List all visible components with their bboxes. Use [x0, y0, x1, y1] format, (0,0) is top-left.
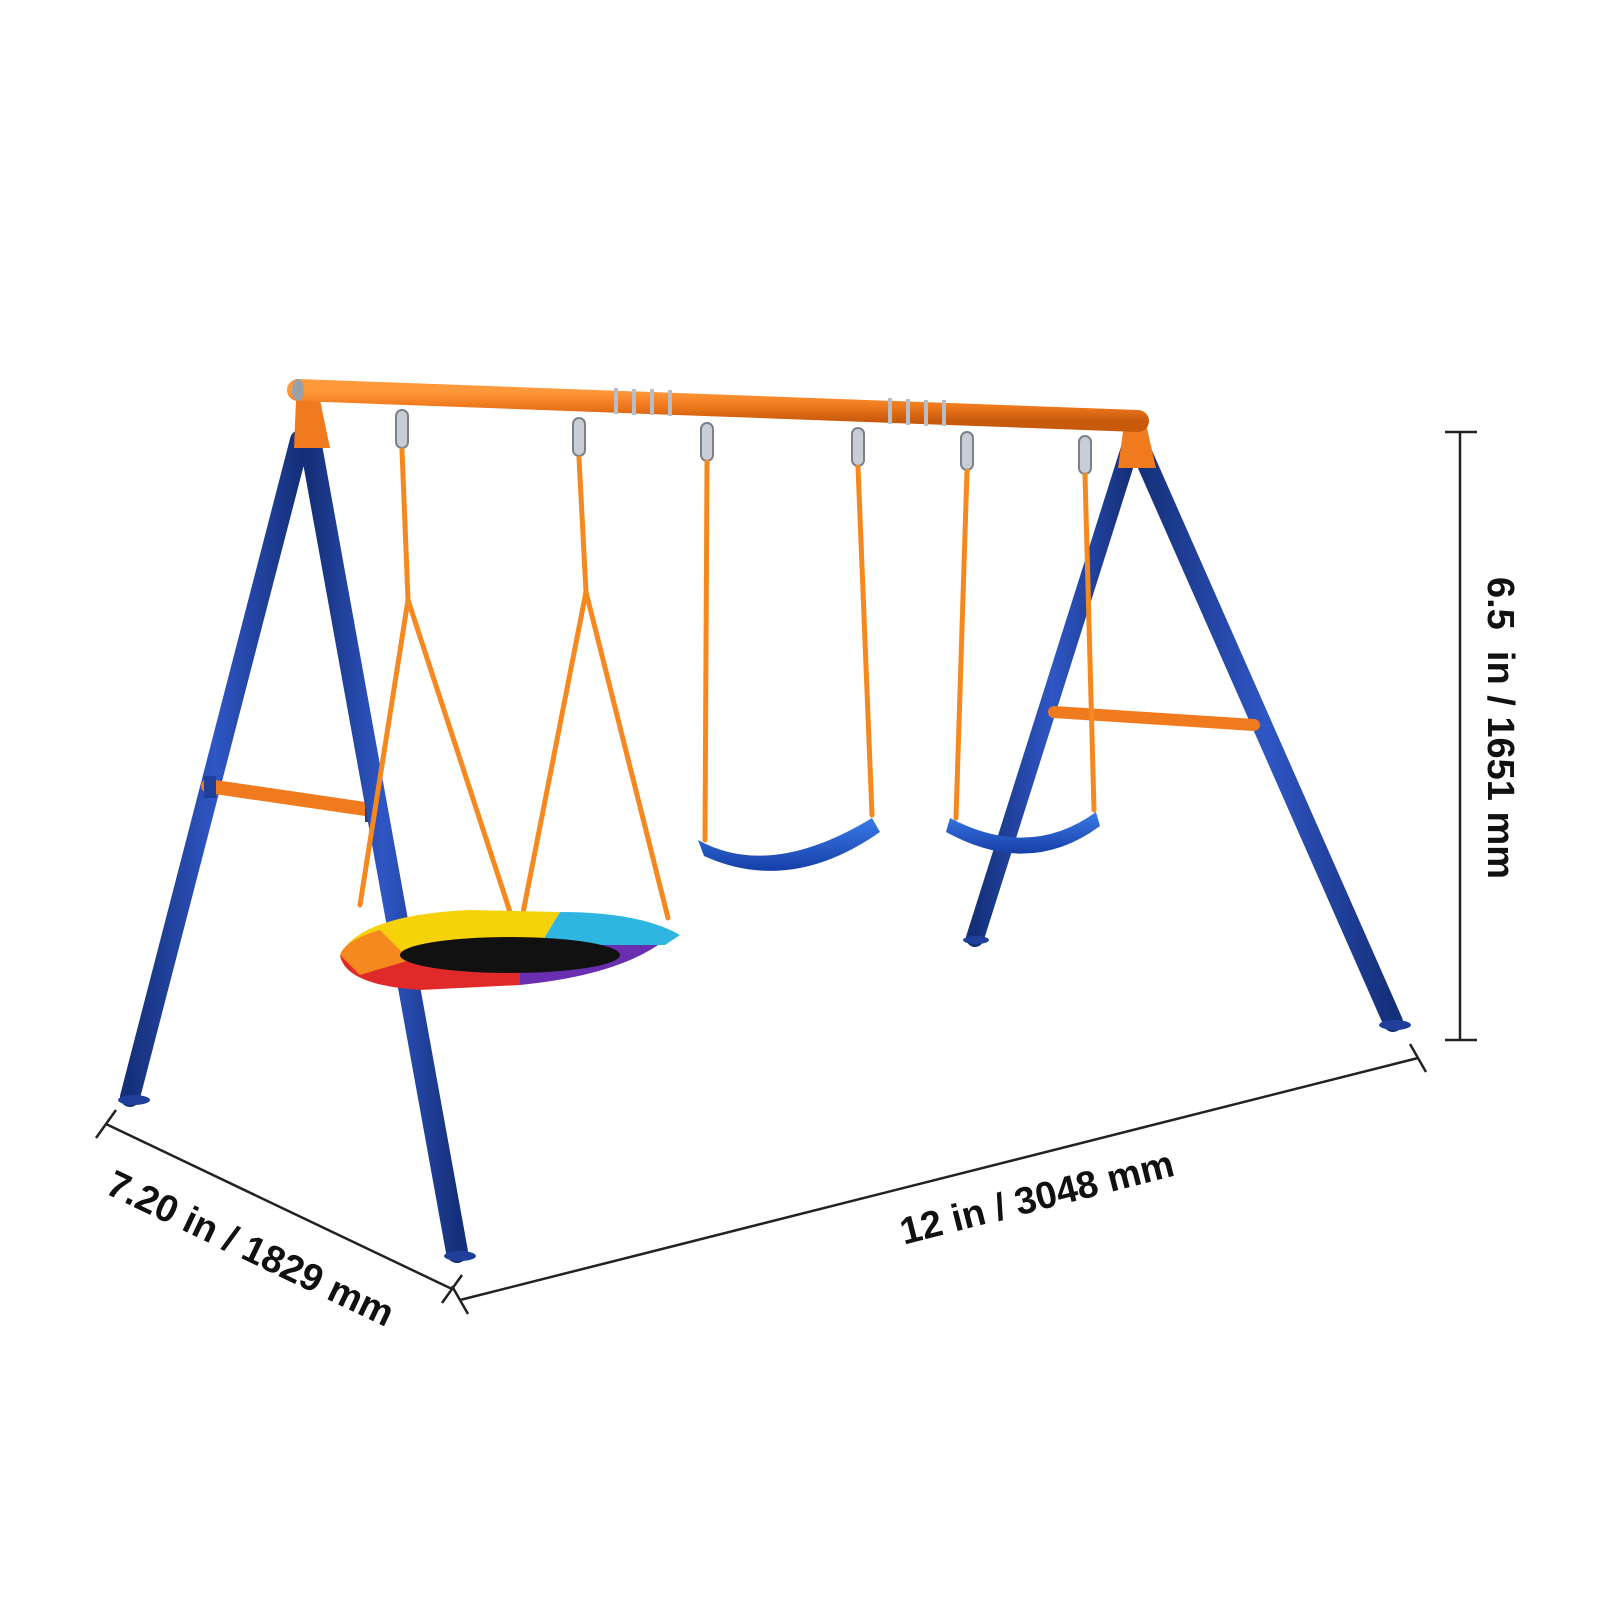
- top-beam-cap: [292, 379, 304, 401]
- belt-swing-seat-1: [698, 818, 880, 871]
- width-label: 12 in / 3048 mm: [896, 1143, 1179, 1253]
- right-cross-bar: [1048, 706, 1260, 731]
- front-left-leg: [299, 429, 468, 1263]
- hooks: [395, 409, 1092, 475]
- foot-pad: [1379, 1020, 1411, 1030]
- left-joint-connector: [294, 400, 330, 448]
- belt-swing-seat-2: [946, 812, 1100, 854]
- depth-label: 7.20 in / 1829 mm: [100, 1163, 400, 1336]
- saucer-mesh-center: [400, 937, 620, 973]
- carabiner: [960, 431, 974, 471]
- front-right-leg: [1130, 438, 1403, 1032]
- swing-frame: [118, 379, 1411, 1263]
- foot-pad: [444, 1251, 476, 1261]
- rear-left-leg: [120, 430, 310, 1107]
- carabiner: [395, 409, 409, 449]
- foot-pad: [118, 1095, 150, 1105]
- belt-swing-ropes: [702, 459, 1097, 843]
- left-cross-bar: [201, 779, 379, 817]
- beam-clamp-left: [614, 388, 672, 416]
- right-joint-connector: [1118, 424, 1156, 468]
- saucer-swing-ropes: [357, 447, 671, 921]
- saucer-cyan-segment: [540, 912, 680, 945]
- height-label: 6.5 in / 1651 mm: [1479, 577, 1521, 879]
- carabiner: [700, 422, 714, 462]
- foot-pad: [963, 936, 989, 944]
- saucer-swing: [340, 910, 680, 990]
- depth-dimension-line: [94, 1109, 464, 1304]
- height-dimension-line: [1445, 430, 1477, 1042]
- carabiner: [851, 427, 865, 467]
- saucer-orange-segment: [340, 930, 410, 975]
- carabiner: [1078, 435, 1092, 475]
- carabiner: [572, 417, 586, 457]
- rear-right-leg: [966, 439, 1139, 947]
- beam-clamp-right: [888, 398, 946, 426]
- left-cross-bar-clamp: [204, 776, 216, 798]
- width-dimension-line: [450, 1043, 1428, 1315]
- top-beam: [287, 379, 1149, 432]
